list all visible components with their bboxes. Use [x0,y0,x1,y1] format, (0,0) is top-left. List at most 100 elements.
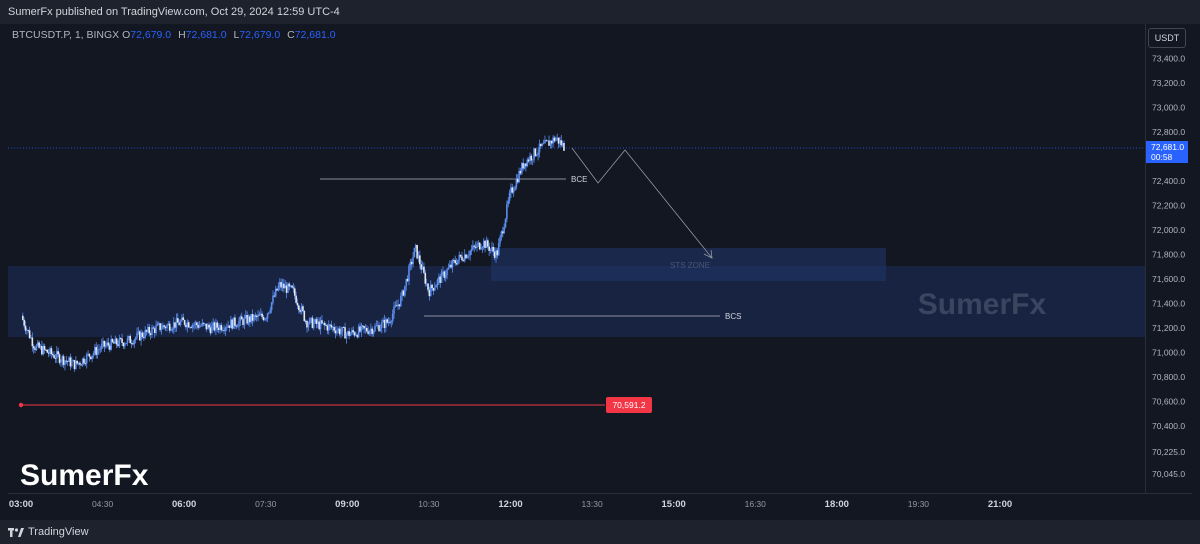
candle-body [382,319,384,323]
candle-body [288,283,291,287]
candle-body [516,178,519,183]
candle-body [299,310,301,312]
candle-body [556,137,558,139]
candle-body [370,328,372,331]
candle-body [330,325,333,328]
candle-body [157,323,160,325]
candle-body [293,288,296,296]
candle-body [531,159,534,161]
candle-body [360,325,363,332]
candle-body [338,328,341,335]
candle-body [319,320,322,330]
candle-body [413,247,416,258]
candle-body [62,356,65,365]
candle-body [181,317,183,322]
candle-body [129,336,132,344]
candle-body [380,322,383,329]
price-tick-label: 73,400.0 [1152,54,1185,64]
candle-body [197,325,200,328]
time-tick-label: 09:00 [335,499,359,510]
candle-body [398,304,401,307]
candle-body [30,337,32,339]
candle-body [386,319,389,323]
candle-body [68,357,70,362]
currency-button[interactable]: USDT [1148,28,1186,48]
candle-body [113,342,115,344]
candle-body [32,346,35,349]
candle-body [432,288,435,291]
candle-body [46,349,49,353]
candle-body [421,266,424,270]
candle-body [285,285,288,293]
candle-body [76,360,79,364]
candle-body [249,316,251,323]
sumerfx-watermark: SumerFx [20,459,149,492]
candle-body [26,330,28,331]
candle-body [166,324,168,329]
publish-bar: SumerFx published on TradingView.com, Oc… [0,0,1200,24]
candle-body [431,284,433,289]
time-axis[interactable]: 03:00 04:30 06:00 07:30 09:00 10:30 12:00 13:30… [9,499,1012,510]
candle-body [205,323,208,330]
price-tick-label: 70,800.0 [1152,372,1185,382]
candle-body [284,285,287,289]
candle-body [69,357,72,367]
candle-body [478,242,481,250]
candle-body [412,257,414,265]
candle-body [134,337,137,340]
candle-body [306,320,308,328]
candle-body [546,140,549,142]
price-tick-label: 72,000.0 [1152,225,1185,235]
candle-body [269,310,272,313]
candle-body [453,260,455,262]
candle-body [379,328,382,332]
price-tick-label: 70,045.0 [1152,469,1185,479]
candle-body [136,332,138,338]
candle-body [327,324,330,331]
footer-brand[interactable]: TradingView [28,526,89,538]
candle-body [466,256,469,259]
candle-body [259,313,262,316]
candle-body [178,322,180,326]
candle-body [107,342,110,346]
candle-body [88,353,91,357]
candle-body [484,240,486,248]
candle-body [257,314,259,318]
candle-body [51,353,54,356]
candle-body [317,321,319,325]
candle-body [167,323,170,325]
candle-body [185,324,187,328]
legend-high: 72,681.0 [185,29,227,41]
candle-body [130,343,133,344]
candle-body [552,137,554,144]
candle-body [172,322,175,330]
last-price-text: 72,681.0 [1151,142,1184,152]
candle-body [148,326,151,334]
candle-body [559,140,561,144]
price-axis[interactable]: 73,400.0 73,200.0 73,000.0 72,800.0 72,400.0… [1152,54,1185,480]
candle-body [228,325,231,328]
candle-body [231,319,234,329]
candle-body [287,283,289,293]
candle-body [348,331,350,337]
price-tick-label: 70,600.0 [1152,397,1185,407]
candle-body [77,362,80,364]
candle-body [424,272,427,284]
sts-zone-label: STS ZONE [670,261,710,270]
candle-body [333,327,335,331]
candle-body [366,328,368,332]
candle-body [125,342,127,345]
candle-body [189,327,191,328]
candle-body [364,328,367,329]
candle-body [183,320,186,325]
legend-symbol[interactable]: BTCUSDT.P, 1, BINGX [12,29,120,41]
candle-body [503,226,505,234]
candle-body [473,245,476,247]
candle-body [344,327,346,339]
candle-body [152,327,155,329]
candle-body [451,260,454,268]
candle-body [187,322,190,328]
candle-body [232,317,235,329]
candle-body [251,314,254,321]
